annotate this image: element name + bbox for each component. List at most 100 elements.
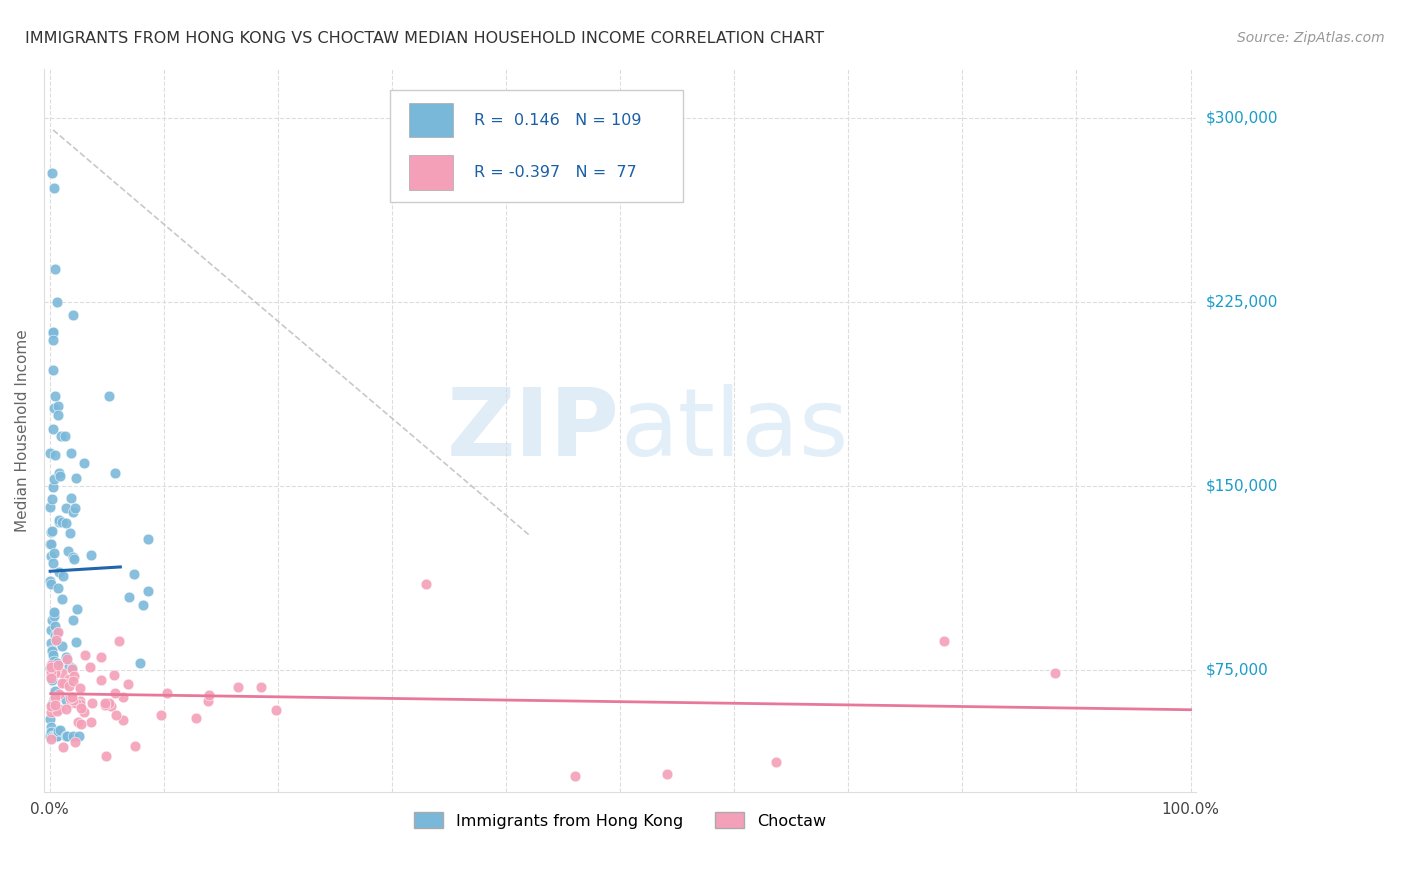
Point xyxy=(51,639,73,653)
Point xyxy=(132,598,155,612)
Point xyxy=(49,469,72,483)
Point xyxy=(45,633,67,648)
Point xyxy=(59,690,82,705)
Point xyxy=(42,654,65,668)
Point xyxy=(112,690,135,704)
Point xyxy=(55,516,77,530)
Point xyxy=(41,537,63,551)
Point xyxy=(45,632,67,647)
Point xyxy=(46,399,69,413)
Point xyxy=(104,686,127,700)
Point xyxy=(44,261,66,276)
Point xyxy=(42,363,65,377)
Text: Source: ZipAtlas.com: Source: ZipAtlas.com xyxy=(1237,31,1385,45)
Point xyxy=(42,333,65,347)
Point xyxy=(42,609,65,624)
Point xyxy=(39,636,62,650)
Point xyxy=(44,695,66,709)
Point xyxy=(42,401,65,416)
Point xyxy=(46,625,69,640)
Point xyxy=(69,694,91,708)
Point xyxy=(55,649,77,664)
Point xyxy=(46,723,69,738)
Point xyxy=(62,692,84,706)
Point xyxy=(46,581,69,595)
Point xyxy=(63,735,86,749)
Point xyxy=(62,505,84,519)
Point xyxy=(48,516,70,530)
Point xyxy=(124,567,146,582)
Point xyxy=(197,694,219,708)
Point xyxy=(44,694,66,708)
Point xyxy=(82,697,104,711)
Point xyxy=(75,648,97,662)
Point xyxy=(44,665,66,680)
Point xyxy=(62,613,84,627)
Point xyxy=(42,472,65,486)
Point xyxy=(41,166,63,180)
Text: atlas: atlas xyxy=(620,384,848,476)
Point xyxy=(44,448,66,462)
Point xyxy=(117,677,139,691)
Point xyxy=(108,633,131,648)
Point xyxy=(111,713,134,727)
Point xyxy=(53,429,76,443)
Point xyxy=(1043,665,1066,680)
Point xyxy=(49,429,72,443)
Bar xyxy=(409,155,453,190)
Point xyxy=(48,408,70,422)
Point xyxy=(42,648,65,662)
Point xyxy=(45,663,67,677)
Point xyxy=(41,422,63,436)
Point xyxy=(53,676,76,690)
Point xyxy=(39,623,62,637)
Point xyxy=(39,537,62,551)
Point xyxy=(42,326,65,340)
Point xyxy=(62,550,84,565)
Point xyxy=(44,684,66,698)
Point xyxy=(42,480,65,494)
Point xyxy=(58,679,80,693)
Point xyxy=(51,569,73,583)
Point xyxy=(39,712,62,726)
Point xyxy=(58,659,80,673)
Point xyxy=(41,577,63,591)
Point xyxy=(39,500,62,514)
Point xyxy=(97,389,120,403)
Point xyxy=(55,729,77,743)
Bar xyxy=(409,103,453,137)
Point xyxy=(124,739,146,753)
Point xyxy=(69,717,91,731)
Point xyxy=(44,389,66,403)
Point xyxy=(80,714,103,729)
Point xyxy=(564,769,586,783)
Point xyxy=(228,680,250,694)
Point xyxy=(51,676,73,690)
Point xyxy=(657,767,679,781)
Point xyxy=(94,696,117,710)
Point xyxy=(58,673,80,687)
Point xyxy=(55,702,77,716)
Point xyxy=(44,729,66,743)
Point xyxy=(65,635,87,649)
Point xyxy=(129,656,152,670)
Point xyxy=(41,697,63,711)
Point xyxy=(149,707,172,722)
Point xyxy=(90,650,112,665)
Point xyxy=(41,556,63,570)
Point xyxy=(46,704,69,718)
Point xyxy=(52,740,75,755)
Point xyxy=(67,729,90,743)
Point xyxy=(46,294,69,309)
Point xyxy=(42,546,65,560)
Point xyxy=(39,665,62,679)
Point xyxy=(60,690,83,705)
Point xyxy=(46,658,69,673)
Text: R =  0.146   N = 109: R = 0.146 N = 109 xyxy=(474,112,641,128)
Point xyxy=(41,673,63,688)
Point xyxy=(39,699,62,714)
Text: IMMIGRANTS FROM HONG KONG VS CHOCTAW MEDIAN HOUSEHOLD INCOME CORRELATION CHART: IMMIGRANTS FROM HONG KONG VS CHOCTAW MED… xyxy=(25,31,824,46)
Point xyxy=(56,544,79,558)
Point xyxy=(765,755,787,769)
Point xyxy=(48,723,70,738)
